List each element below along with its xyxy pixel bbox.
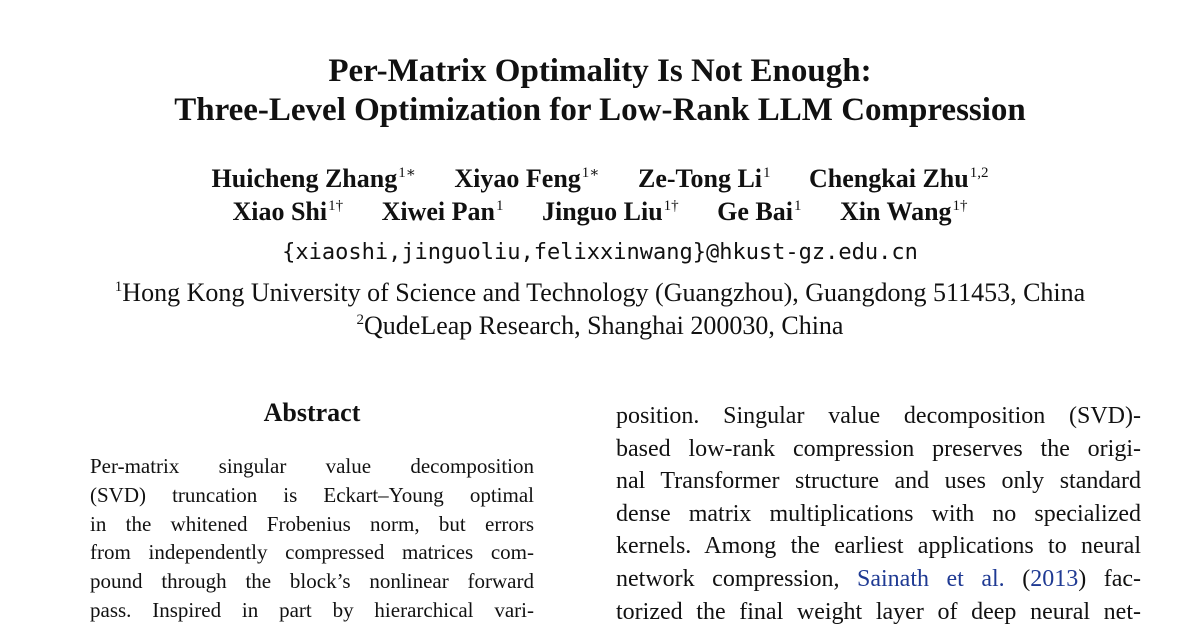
body-line: dense matrix multiplications with no spe… xyxy=(616,500,1141,527)
title-line-2: Three-Level Optimization for Low-Rank LL… xyxy=(174,92,1026,128)
affiliation-list: 1Hong Kong University of Science and Tec… xyxy=(0,276,1200,342)
body-line-with-citation: network compression, Sainath et al. (201… xyxy=(616,565,1141,592)
paper-title: Per-Matrix Optimality Is Not Enough: Thr… xyxy=(0,52,1200,130)
body-line: position. Singular value decomposition (… xyxy=(616,403,1141,429)
author: Jinguo Liu1† xyxy=(542,197,679,226)
body-line: torized the final weight layer of deep n… xyxy=(616,598,1141,625)
contact-email[interactable]: {xiaoshi,jinguoliu,felixxinwang}@hkust-g… xyxy=(282,240,918,265)
abstract-line: from independently compressed matrices c… xyxy=(90,540,534,565)
author: Huicheng Zhang1∗ xyxy=(211,164,416,193)
author: Xiao Shi1† xyxy=(232,197,344,226)
abstract-line: Per-matrix singular value decomposition xyxy=(90,454,534,478)
affiliation: 2QudeLeap Research, Shanghai 200030, Chi… xyxy=(356,311,844,340)
author-line-2: Xiao Shi1† Xiwei Pan1 Jinguo Liu1† Ge Ba… xyxy=(0,195,1200,228)
author: Ze-Tong Li1 xyxy=(638,164,771,193)
author: Xiwei Pan1 xyxy=(381,197,504,226)
abstract-line: (SVD) truncation is Eckart–Young optimal xyxy=(90,482,534,507)
body-line: kernels. Among the earliest applications… xyxy=(616,533,1141,560)
title-line-1: Per-Matrix Optimality Is Not Enough: xyxy=(328,53,872,89)
author-list: Huicheng Zhang1∗ Xiyao Feng1∗ Ze-Tong Li… xyxy=(0,162,1200,228)
body-line: based low-rank compression preserves the… xyxy=(616,435,1141,462)
abstract-heading: Abstract xyxy=(263,398,361,427)
abstract-line: in the whitened Frobenius norm, but erro… xyxy=(90,511,534,536)
author-line-1: Huicheng Zhang1∗ Xiyao Feng1∗ Ze-Tong Li… xyxy=(0,162,1200,195)
abstract-line: pound through the block’s nonlinear forw… xyxy=(90,569,534,594)
affiliation: 1Hong Kong University of Science and Tec… xyxy=(114,278,1086,307)
abstract-body: Per-matrix singular value decomposition … xyxy=(90,452,534,625)
author: Xiyao Feng1∗ xyxy=(454,164,600,193)
citation-link-year[interactable]: 2013 xyxy=(1030,565,1079,592)
author: Ge Bai1 xyxy=(717,197,802,226)
abstract-line: pass. Inspired in part by hierarchical v… xyxy=(90,597,534,622)
author: Chengkai Zhu1,2 xyxy=(809,164,989,193)
author: Xin Wang1† xyxy=(840,197,968,226)
intro-text-column: position. Singular value decomposition (… xyxy=(616,400,1141,628)
citation-link-authors[interactable]: Sainath et al. xyxy=(857,565,1005,592)
body-line: nal Transformer structure and uses only … xyxy=(616,468,1141,495)
